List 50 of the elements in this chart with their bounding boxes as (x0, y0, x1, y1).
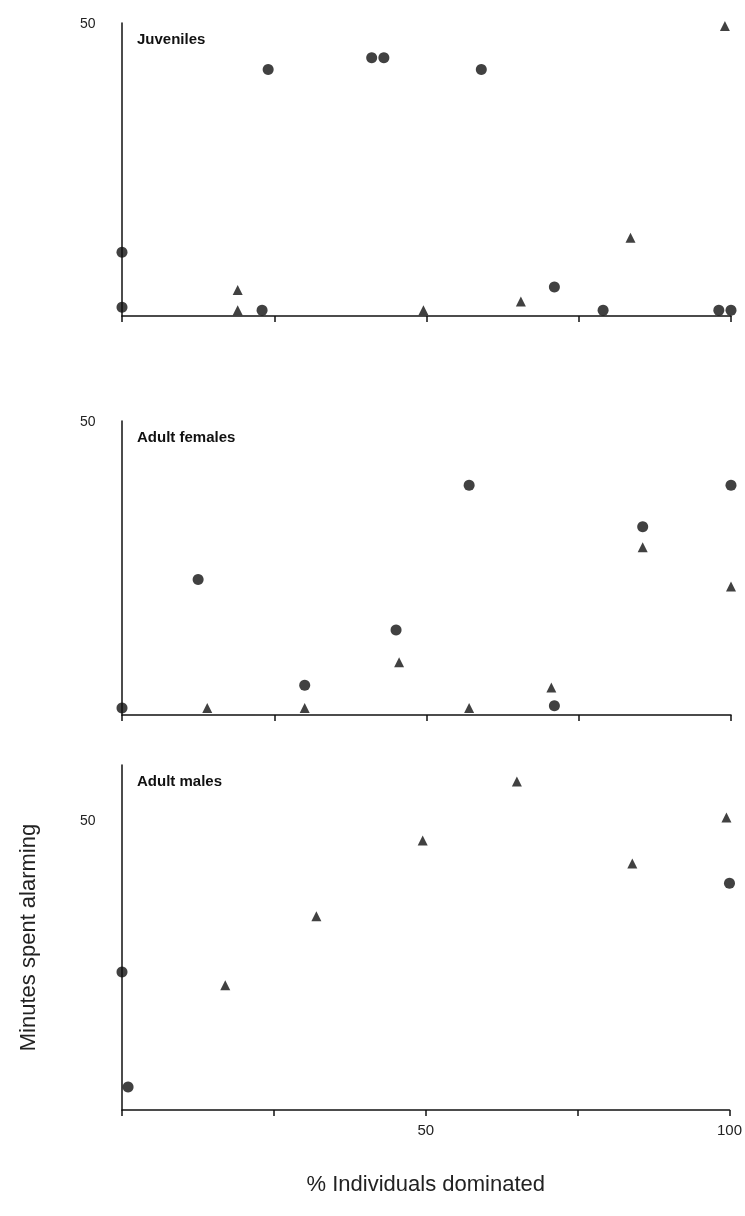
point (511, 776, 522, 787)
chart-title: Adult females (137, 428, 236, 445)
point (116, 301, 128, 313)
point (627, 858, 638, 869)
point (515, 296, 526, 307)
point (548, 700, 560, 712)
x-axis-title: % Individuals dominated (306, 1170, 545, 1196)
point (220, 980, 231, 991)
point (122, 1081, 134, 1093)
point (192, 573, 204, 585)
point (637, 521, 649, 533)
point (202, 703, 213, 714)
point (418, 305, 429, 316)
point (116, 246, 128, 258)
point (625, 232, 636, 243)
point (299, 679, 311, 691)
text: 50 (80, 15, 96, 31)
point (394, 657, 405, 668)
point (262, 63, 274, 75)
point (232, 284, 243, 295)
point (256, 304, 268, 316)
point (637, 542, 648, 553)
point (390, 624, 402, 636)
point (417, 835, 428, 846)
x-tick-label: 100 (716, 1121, 742, 1138)
chart-title: Adult males (137, 772, 223, 789)
point (713, 304, 725, 316)
text: 50 (80, 413, 96, 429)
point (299, 703, 310, 714)
point (725, 304, 737, 316)
point (597, 304, 609, 316)
point (719, 20, 730, 31)
point (726, 581, 736, 592)
chart-title: Juveniles (137, 30, 206, 47)
point (464, 703, 475, 714)
point (378, 52, 390, 64)
point (721, 812, 732, 823)
point (366, 52, 378, 64)
point (725, 479, 737, 491)
point (116, 966, 128, 978)
point (475, 63, 487, 75)
text: 50 (80, 812, 96, 828)
point (724, 877, 735, 889)
y-axis-title: Minutes spent alarming (14, 823, 40, 1052)
point (463, 479, 475, 491)
point (232, 305, 243, 316)
point (548, 281, 560, 293)
point (116, 702, 128, 714)
point (546, 682, 557, 693)
point (311, 911, 322, 922)
